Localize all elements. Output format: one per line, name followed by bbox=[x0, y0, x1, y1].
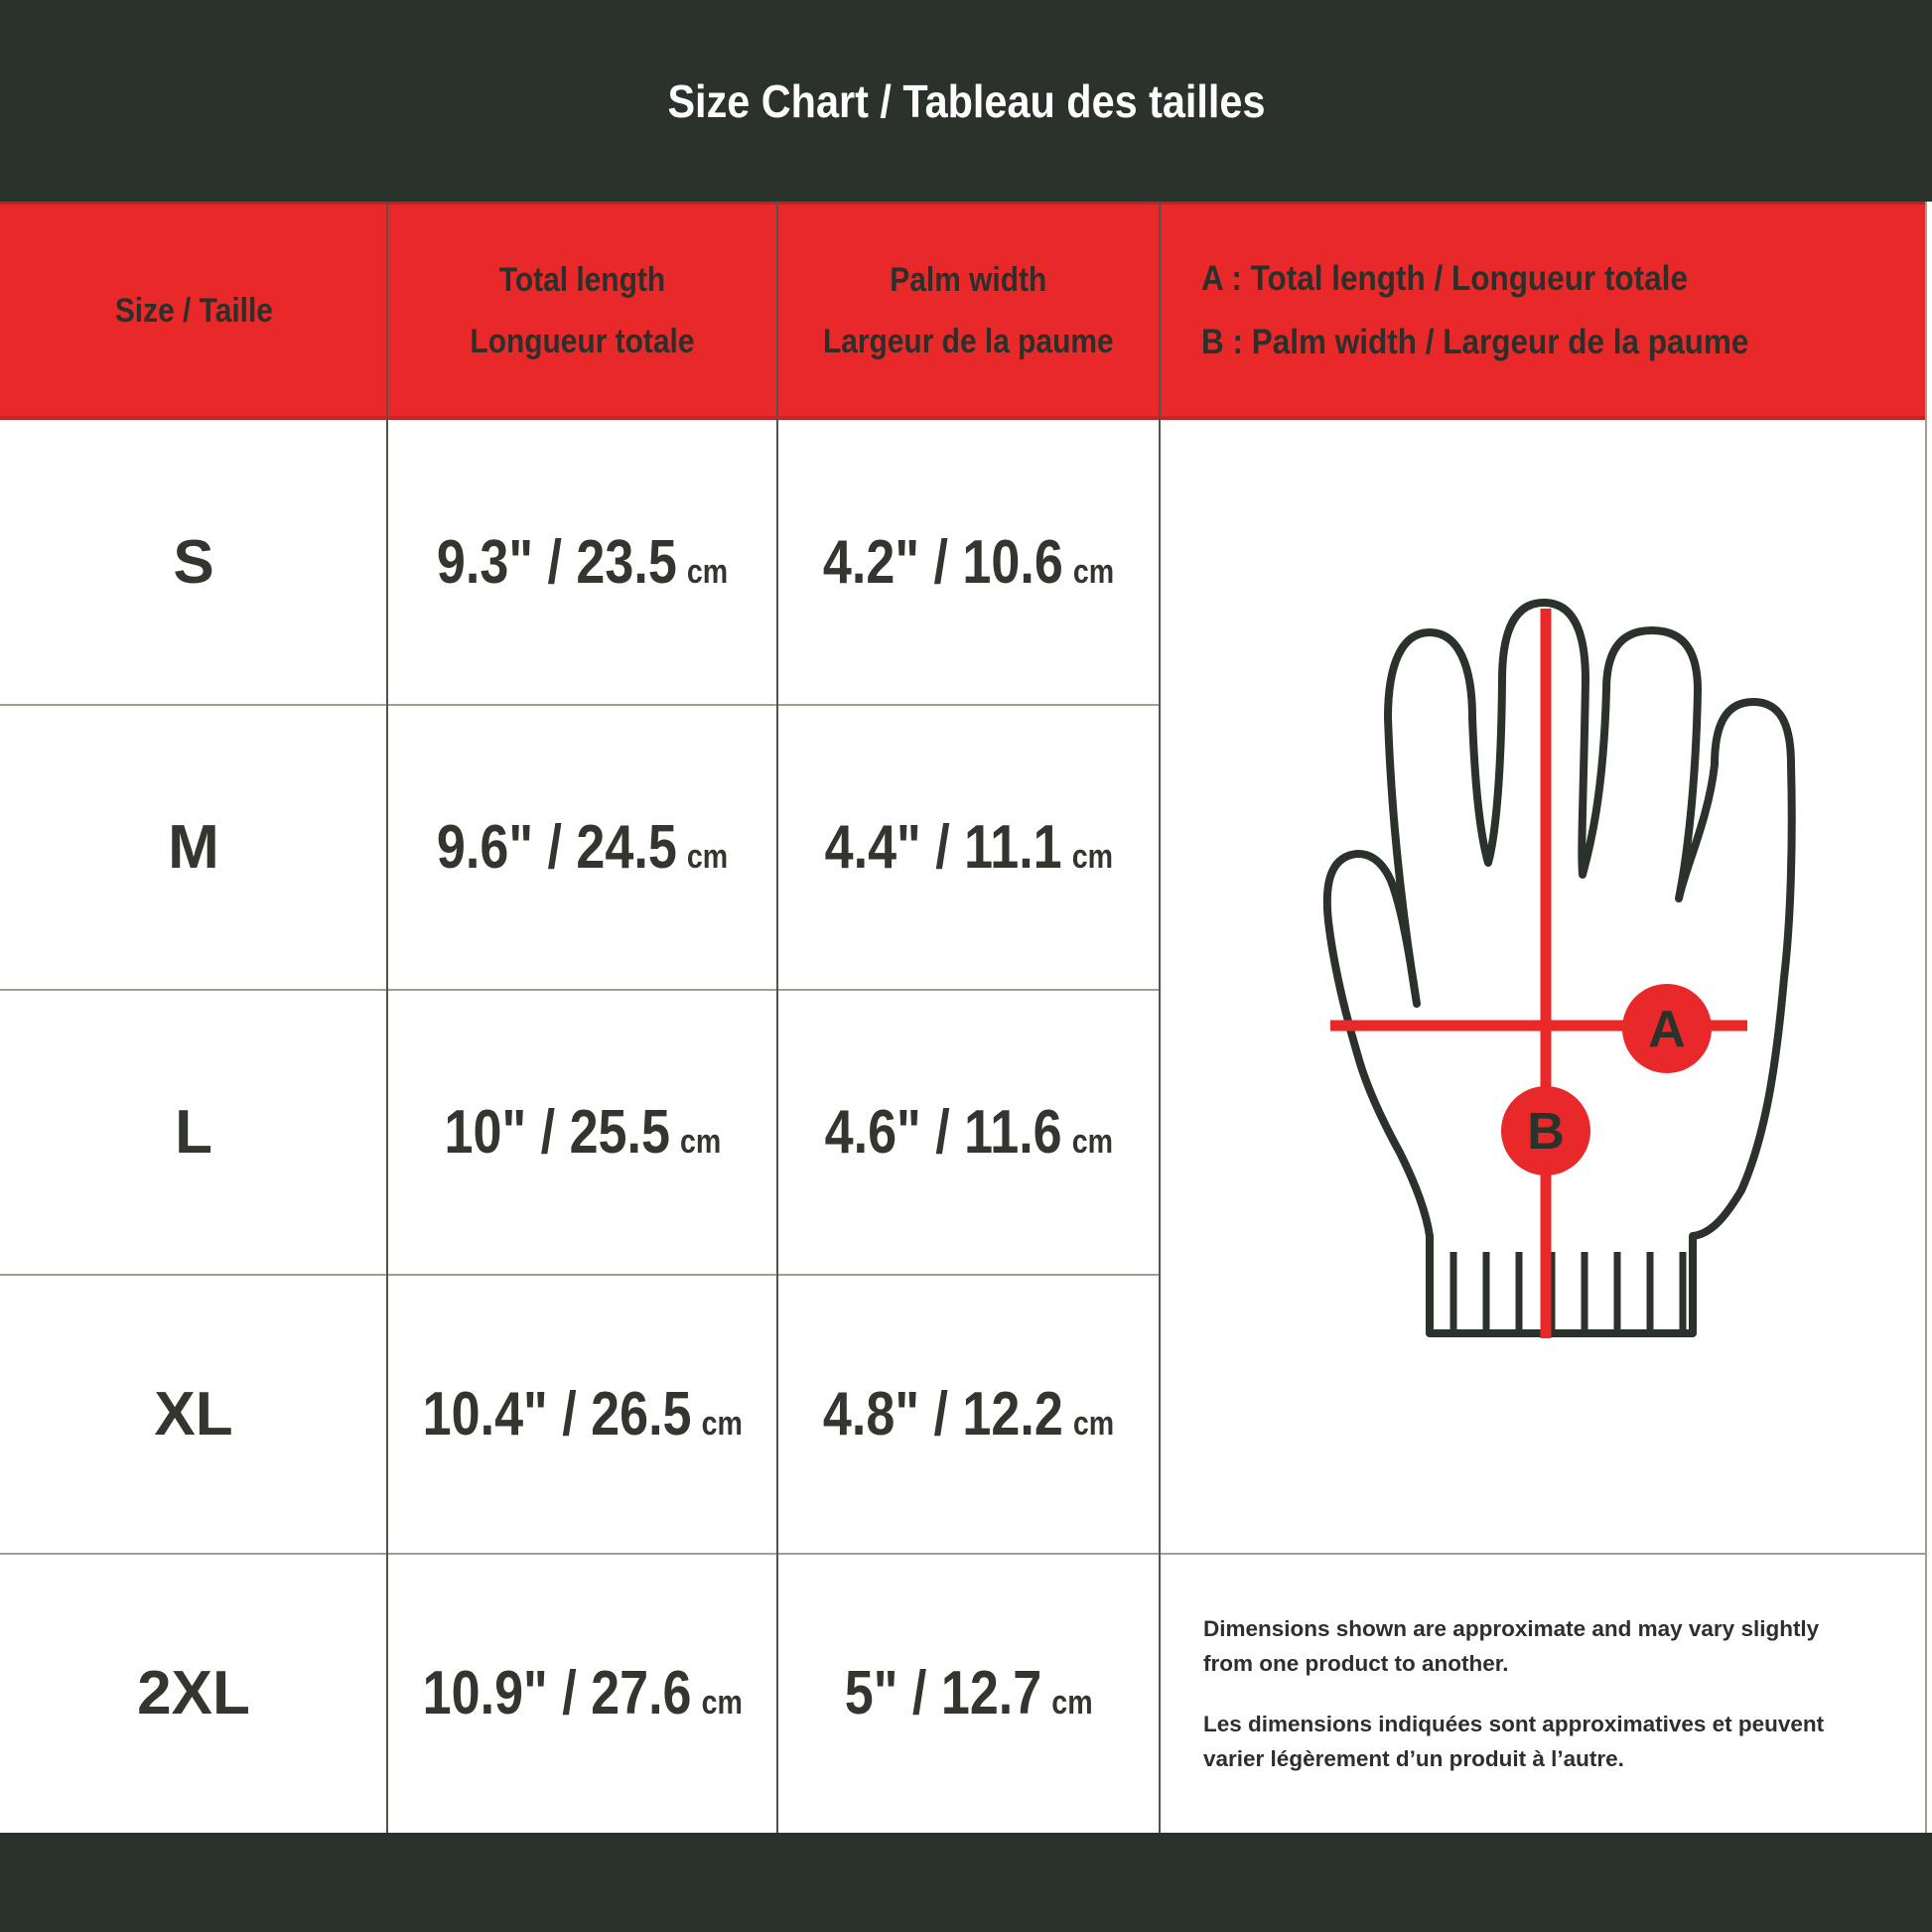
size-chart-table: Size / Taille Total length Longueur tota… bbox=[0, 202, 1932, 1833]
column-divider bbox=[1159, 202, 1161, 1833]
size-label: S bbox=[173, 528, 214, 597]
marker-b-circle bbox=[1501, 1086, 1590, 1175]
size-cell-xl: XL bbox=[0, 1275, 387, 1554]
glove-measurement-diagram: A B bbox=[1160, 420, 1927, 1554]
total-length-cell-xl: 10.4" / 26.5 cm bbox=[387, 1275, 777, 1554]
palm-width-value: 4.8" / 12.2 bbox=[822, 1380, 1063, 1449]
row-divider bbox=[0, 704, 1160, 706]
palm-width-cell-xl: 4.8" / 12.2 cm bbox=[777, 1275, 1160, 1554]
unit-label: cm bbox=[679, 1123, 721, 1161]
palm-width-value: 4.4" / 11.1 bbox=[824, 813, 1062, 882]
cuff-ribbing-lines bbox=[1449, 1252, 1687, 1331]
total-length-cell-l: 10" / 25.5 cm bbox=[387, 990, 777, 1275]
total-length-cell-s: 9.3" / 23.5 cm bbox=[387, 420, 777, 705]
total-length-value: 10.4" / 26.5 bbox=[422, 1380, 692, 1449]
palm-width-cell-m: 4.4" / 11.1 cm bbox=[777, 705, 1160, 990]
total-length-cell-2xl: 10.9" / 27.6 cm bbox=[387, 1554, 777, 1833]
size-cell-l: L bbox=[0, 990, 387, 1275]
header-size-cell: Size / Taille bbox=[0, 202, 387, 420]
total-length-cell-m: 9.6" / 24.5 cm bbox=[387, 705, 777, 990]
unit-label: cm bbox=[1051, 1684, 1093, 1722]
column-divider bbox=[776, 202, 778, 1833]
disclaimer-notes: Dimensions shown are approximate and may… bbox=[1160, 1554, 1927, 1833]
size-label: XL bbox=[154, 1380, 233, 1449]
glove-outline bbox=[1322, 599, 1796, 1337]
disclaimer-fr: Les dimensions indiquées sont approximat… bbox=[1203, 1711, 1825, 1771]
header-size-label: Size / Taille bbox=[114, 292, 273, 330]
size-label: 2XL bbox=[137, 1659, 250, 1727]
row-divider bbox=[0, 989, 1160, 991]
total-length-value: 10" / 25.5 bbox=[444, 1098, 670, 1167]
marker-a-circle bbox=[1622, 984, 1712, 1073]
header-legend-cell: A : Total length / Longueur totale B : P… bbox=[1160, 202, 1927, 420]
disclaimer-en: Dimensions shown are approximate and may… bbox=[1203, 1615, 1820, 1676]
unit-label: cm bbox=[686, 838, 729, 876]
palm-width-cell-l: 4.6" / 11.6 cm bbox=[777, 990, 1160, 1275]
total-length-value: 9.6" / 24.5 bbox=[436, 813, 677, 882]
top-title-bar: Size Chart / Tableau des tailles bbox=[0, 0, 1932, 202]
header-total-length-cell: Total length Longueur totale bbox=[387, 202, 777, 420]
palm-width-value: 4.2" / 10.6 bbox=[822, 528, 1063, 597]
size-label: M bbox=[168, 813, 219, 882]
table-right-border bbox=[1925, 202, 1927, 1833]
size-cell-m: M bbox=[0, 705, 387, 990]
unit-label: cm bbox=[1072, 553, 1115, 591]
row-divider bbox=[0, 1553, 1927, 1555]
row-divider bbox=[0, 1274, 1160, 1276]
size-label: L bbox=[175, 1098, 212, 1167]
header-palm-width-cell: Palm width Largeur de la paume bbox=[777, 202, 1160, 420]
legend-line-b: B : Palm width / Largeur de la paume bbox=[1201, 323, 1749, 361]
header-total-length-en: Total length bbox=[498, 261, 666, 299]
bottom-bar bbox=[0, 1833, 1932, 1932]
total-length-value: 9.3" / 23.5 bbox=[436, 528, 677, 597]
palm-width-cell-2xl: 5" / 12.7 cm bbox=[777, 1554, 1160, 1833]
marker-a-label: A bbox=[1648, 1001, 1686, 1058]
total-length-value: 10.9" / 27.6 bbox=[422, 1659, 692, 1727]
legend-line-a: A : Total length / Longueur totale bbox=[1201, 259, 1688, 298]
palm-width-cell-s: 4.2" / 10.6 cm bbox=[777, 420, 1160, 705]
unit-label: cm bbox=[686, 553, 729, 591]
palm-width-value: 4.6" / 11.6 bbox=[824, 1098, 1062, 1167]
unit-label: cm bbox=[701, 1405, 743, 1443]
size-cell-2xl: 2XL bbox=[0, 1554, 387, 1833]
unit-label: cm bbox=[1072, 1405, 1115, 1443]
page-title: Size Chart / Tableau des tailles bbox=[666, 74, 1266, 127]
palm-width-value: 5" / 12.7 bbox=[844, 1659, 1042, 1727]
unit-label: cm bbox=[1071, 1123, 1113, 1161]
glove-illustration: A B bbox=[1322, 599, 1796, 1338]
header-total-length-fr: Longueur totale bbox=[470, 323, 695, 360]
unit-label: cm bbox=[1071, 838, 1113, 876]
size-cell-s: S bbox=[0, 420, 387, 705]
marker-b-label: B bbox=[1527, 1103, 1565, 1161]
header-palm-width-en: Palm width bbox=[890, 261, 1047, 299]
unit-label: cm bbox=[701, 1684, 743, 1722]
header-palm-width-fr: Largeur de la paume bbox=[823, 323, 1114, 360]
table-header-band bbox=[0, 202, 1927, 420]
column-divider bbox=[386, 202, 388, 1833]
